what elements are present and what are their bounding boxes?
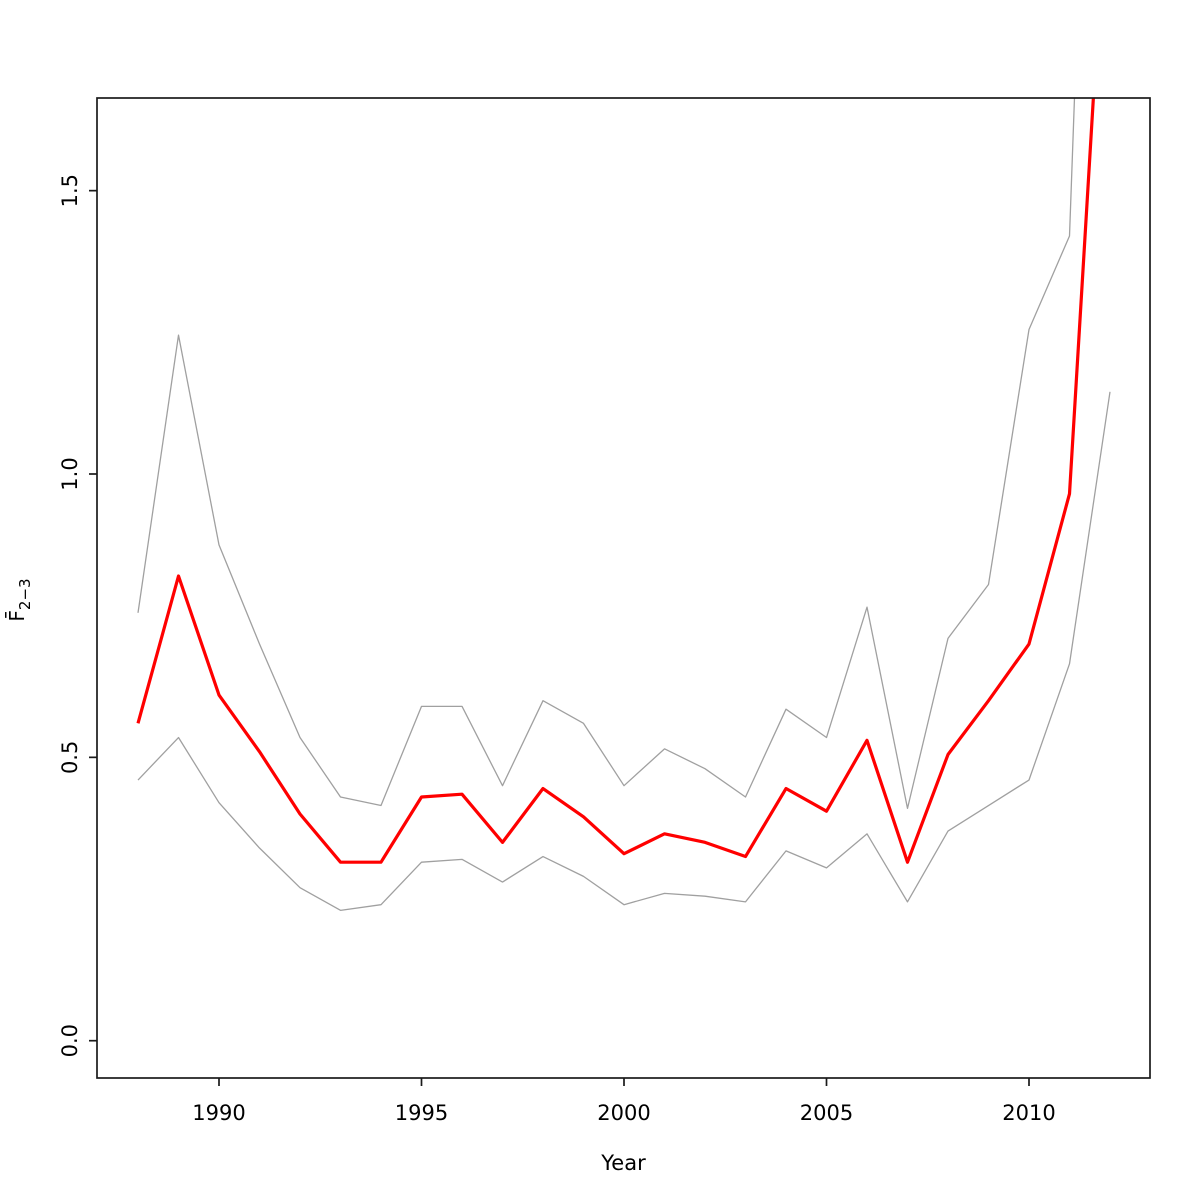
mean-estimate-line (136, 98, 1095, 864)
tick-labels: 1990 1995 2000 2005 2010 0.0 0.5 1.0 1.5 (58, 174, 1056, 1125)
y-tick-label: 0.0 (58, 1024, 82, 1057)
x-axis-title: Year (600, 1151, 646, 1175)
y-axis-title: F̄2−3 (4, 578, 34, 621)
y-tick-label: 1.0 (58, 457, 82, 490)
y-tick-label: 1.5 (58, 174, 82, 207)
x-tick-label: 1990 (192, 1101, 245, 1125)
x-tick-label: 2010 (1002, 1101, 1055, 1125)
series-lines (136, 98, 1111, 912)
x-tick-label: 2000 (597, 1101, 650, 1125)
axis-ticks (89, 189, 1030, 1086)
upper-ci-line (137, 98, 1076, 810)
y-tick-label: 0.5 (58, 741, 82, 774)
lower-ci-line (137, 391, 1111, 912)
x-tick-label: 2005 (800, 1101, 853, 1125)
x-tick-label: 1995 (395, 1101, 448, 1125)
plot-border (96, 97, 1151, 1079)
